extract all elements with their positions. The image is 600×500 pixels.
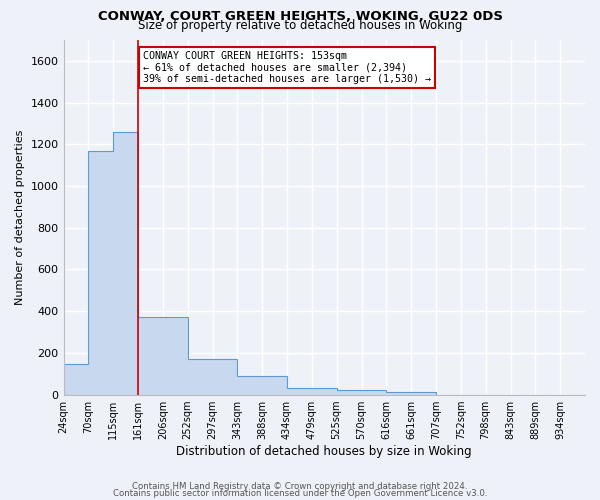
Text: Contains public sector information licensed under the Open Government Licence v3: Contains public sector information licen… bbox=[113, 488, 487, 498]
Text: Size of property relative to detached houses in Woking: Size of property relative to detached ho… bbox=[138, 19, 462, 32]
Text: Contains HM Land Registry data © Crown copyright and database right 2024.: Contains HM Land Registry data © Crown c… bbox=[132, 482, 468, 491]
Y-axis label: Number of detached properties: Number of detached properties bbox=[15, 130, 25, 305]
X-axis label: Distribution of detached houses by size in Woking: Distribution of detached houses by size … bbox=[176, 444, 472, 458]
Text: CONWAY, COURT GREEN HEIGHTS, WOKING, GU22 0DS: CONWAY, COURT GREEN HEIGHTS, WOKING, GU2… bbox=[97, 10, 503, 23]
Text: CONWAY COURT GREEN HEIGHTS: 153sqm
← 61% of detached houses are smaller (2,394)
: CONWAY COURT GREEN HEIGHTS: 153sqm ← 61%… bbox=[143, 50, 431, 84]
